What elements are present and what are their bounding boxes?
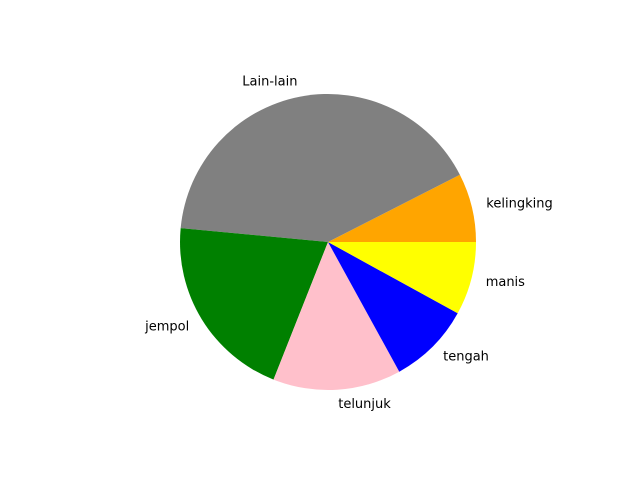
pie-label-jempol: jempol: [144, 320, 189, 335]
pie-slices: [180, 94, 476, 390]
pie-label-telunjuk: telunjuk: [338, 397, 391, 412]
pie-label-kelingking: kelingking: [486, 197, 552, 212]
pie-label-tengah: tengah: [443, 350, 489, 365]
pie-slice-jempol: [180, 228, 328, 380]
pie-slice-lain-lain: [180, 94, 460, 242]
pie-slice-tengah: [328, 242, 458, 372]
pie-slice-telunjuk: [273, 242, 400, 390]
pie-slice-manis: [328, 242, 476, 314]
pie-label-lain-lain: Lain-lain: [242, 75, 297, 90]
pie-label-manis: manis: [486, 275, 525, 290]
pie-slice-kelingking: [328, 174, 476, 242]
pie-labels: kelingking Lain-lain jempol telunjuk tengah m…: [144, 75, 553, 412]
